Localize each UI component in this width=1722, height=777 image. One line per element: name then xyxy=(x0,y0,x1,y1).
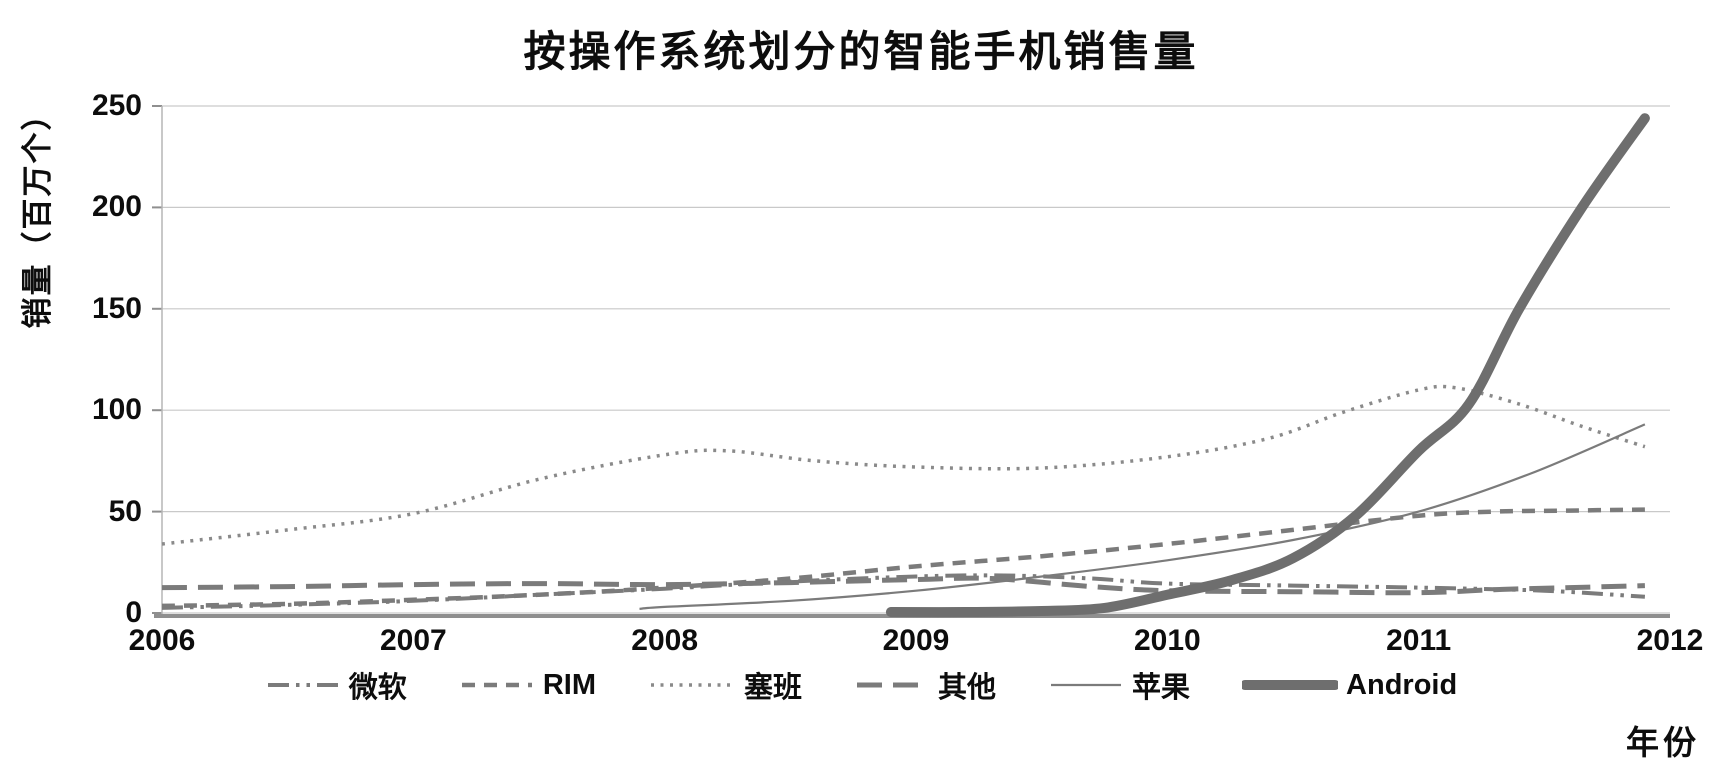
series-line-塞班 xyxy=(161,384,1646,546)
series-line-其他 xyxy=(161,575,1645,596)
y-tick-label-250: 250 xyxy=(91,89,142,122)
legend-label-Android: Android xyxy=(1346,668,1458,701)
legend-label-塞班: 塞班 xyxy=(743,672,802,704)
series-line-Android xyxy=(885,113,1650,618)
legend-item-Android: Android xyxy=(1242,669,1457,702)
x-tick-label-2010: 2010 xyxy=(1133,624,1201,657)
legend-label-微软: 微软 xyxy=(348,672,407,704)
x-axis-title: 年份 xyxy=(1626,724,1700,761)
legend-item-塞班: 塞班 xyxy=(648,664,802,706)
legend-marker-dash-icon xyxy=(461,682,532,688)
legend-marker-dash-dot-dot-icon xyxy=(267,683,338,687)
x-tick-label-2012: 2012 xyxy=(1636,624,1704,657)
legend-marker-long-dash-icon xyxy=(857,682,927,688)
chart-legend: 微软 RIM 塞班 其他 苹果 Android xyxy=(0,664,1722,706)
x-tick-label-2011: 2011 xyxy=(1386,624,1452,657)
legend-marker-solid-icon xyxy=(1242,680,1339,690)
legend-label-其他: 其他 xyxy=(938,672,997,704)
y-tick-label-200: 200 xyxy=(91,190,142,224)
y-tick-label-0: 0 xyxy=(125,596,142,629)
x-tick-label-2008: 2008 xyxy=(631,624,699,657)
legend-item-苹果: 苹果 xyxy=(1048,664,1190,706)
legend-marker-dot-icon xyxy=(650,683,733,687)
legend-item-其他: 其他 xyxy=(854,664,996,706)
chart-title: 按操作系统划分的智能手机销售量 xyxy=(523,28,1199,75)
legend-marker-solid-icon xyxy=(1051,683,1122,687)
y-tick-label-150: 150 xyxy=(91,291,142,325)
legend-item-微软: 微软 xyxy=(265,664,407,706)
series-line-苹果 xyxy=(639,423,1646,610)
series-line-RIM xyxy=(161,507,1645,609)
x-tick-label-2009: 2009 xyxy=(882,624,950,657)
legend-item-RIM: RIM xyxy=(459,669,596,702)
y-tick-label-100: 100 xyxy=(91,393,142,427)
legend-label-苹果: 苹果 xyxy=(1132,672,1191,704)
x-tick-label-2007: 2007 xyxy=(379,624,447,657)
legend-label-RIM: RIM xyxy=(542,668,596,701)
x-tick-label-2006: 2006 xyxy=(128,624,196,657)
y-tick-label-50: 50 xyxy=(108,494,142,528)
